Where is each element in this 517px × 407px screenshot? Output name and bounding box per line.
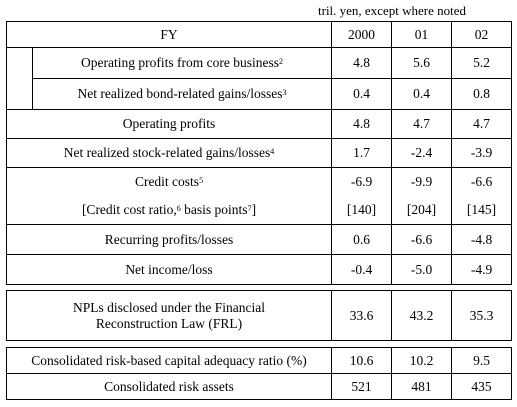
value-cell: 35.3 — [451, 290, 512, 341]
table-row: [Credit cost ratio,6 basis points7] [140… — [5, 196, 513, 225]
capital-table: Consolidated risk-based capital adequacy… — [6, 347, 512, 400]
table-row: Credit costs5 -6.9 -9.9 -6.6 — [5, 167, 513, 197]
npl-table: NPLs disclosed under the Financial Recons… — [6, 290, 512, 341]
value-cell: -9.9 — [391, 167, 453, 197]
row-label: Net income/loss — [5, 254, 333, 285]
value-cell: 10.6 — [331, 347, 392, 374]
row-label: Credit costs5 — [5, 167, 333, 197]
table-row: Net realized stock-related gains/losses4… — [5, 138, 513, 168]
value-cell: [204] — [391, 196, 453, 225]
value-cell: 9.5 — [451, 347, 512, 374]
value-cell: 43.2 — [391, 290, 452, 341]
row-label: Consolidated risk assets — [6, 373, 332, 400]
value-cell: 521 — [331, 373, 392, 400]
year-header: 01 — [391, 21, 453, 48]
row-label: Operating profits — [5, 109, 333, 139]
table-row: Net realized bond-related gains/losses3 … — [6, 78, 513, 110]
value-cell: 33.6 — [331, 290, 392, 341]
value-cell: 0.8 — [451, 78, 513, 110]
value-cell: 0.6 — [331, 224, 393, 255]
value-cell: -4.9 — [451, 254, 513, 285]
value-cell: -6.6 — [451, 167, 513, 197]
row-label: Consolidated risk-based capital adequacy… — [6, 347, 332, 374]
table-row: Consolidated risk assets 521 481 435 — [6, 373, 512, 400]
table-row: Consolidated risk-based capital adequacy… — [6, 347, 512, 374]
fy-header: FY — [5, 21, 333, 48]
value-cell: 4.7 — [451, 109, 513, 139]
value-cell: 5.2 — [451, 47, 513, 79]
value-cell: -0.4 — [331, 254, 393, 285]
value-cell: [140] — [331, 196, 393, 225]
value-cell: 10.2 — [391, 347, 452, 374]
row-label: [Credit cost ratio,6 basis points7] — [5, 196, 333, 225]
value-cell: 435 — [451, 373, 512, 400]
year-header: 2000 — [331, 21, 393, 48]
value-cell: 1.7 — [331, 138, 393, 168]
value-cell: -4.8 — [451, 224, 513, 255]
row-label: Operating profits from core business2 — [31, 47, 333, 79]
row-label: Recurring profits/losses — [5, 224, 333, 255]
value-cell: -5.0 — [391, 254, 453, 285]
value-cell: 0.4 — [391, 78, 453, 110]
row-label: Net realized bond-related gains/losses3 — [31, 78, 333, 110]
row-label: NPLs disclosed under the Financial Recons… — [6, 290, 332, 341]
value-cell: -3.9 — [451, 138, 513, 168]
table-row: Operating profits from core business2 4.… — [6, 47, 513, 79]
value-cell: 5.6 — [391, 47, 453, 79]
value-cell: 0.4 — [331, 78, 393, 110]
table-row: Operating profits 4.8 4.7 4.7 — [5, 109, 513, 139]
value-cell: 4.8 — [331, 109, 393, 139]
value-cell: -2.4 — [391, 138, 453, 168]
value-cell: 4.8 — [331, 47, 393, 79]
table-row: NPLs disclosed under the Financial Recons… — [6, 290, 512, 341]
value-cell: -6.9 — [331, 167, 393, 197]
unit-note: tril. yen, except where noted — [318, 3, 466, 18]
indent-cell — [6, 47, 33, 79]
value-cell: -6.6 — [391, 224, 453, 255]
value-cell: [145] — [451, 196, 513, 225]
value-cell: 481 — [391, 373, 452, 400]
header-row: FY 2000 01 02 — [5, 21, 513, 48]
value-cell: 4.7 — [391, 109, 453, 139]
row-label: Net realized stock-related gains/losses4 — [5, 138, 333, 168]
table-row: Net income/loss -0.4 -5.0 -4.9 — [5, 254, 513, 285]
indent-cell — [6, 78, 33, 110]
financial-table: FY 2000 01 02 Operating profits from cor… — [5, 21, 513, 285]
year-header: 02 — [451, 21, 513, 48]
table-row: Recurring profits/losses 0.6 -6.6 -4.8 — [5, 224, 513, 255]
